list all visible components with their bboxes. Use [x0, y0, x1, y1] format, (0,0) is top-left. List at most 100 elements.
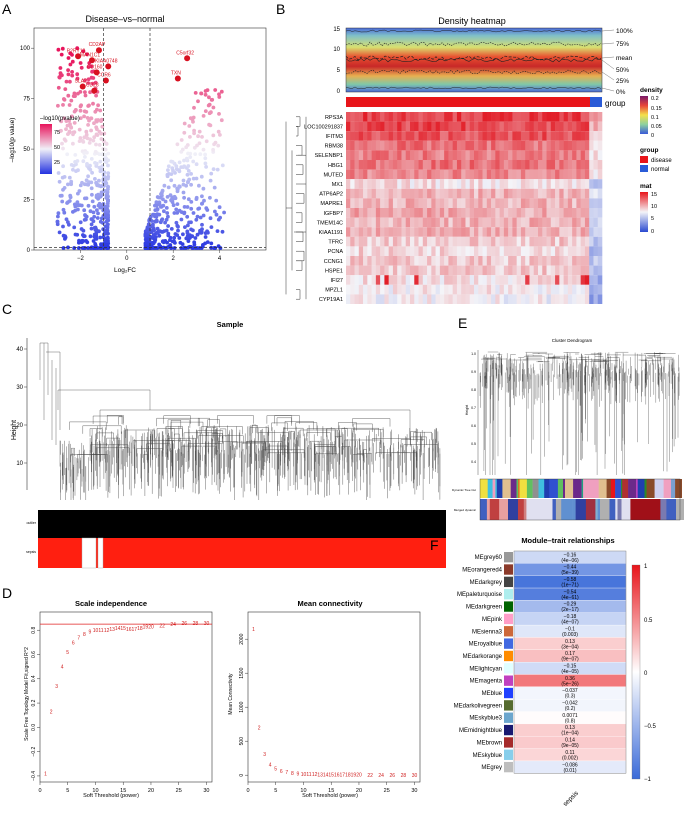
volcano-point	[89, 180, 94, 185]
volcano-point	[88, 167, 93, 172]
heatmap-cell	[435, 169, 441, 180]
dynamic-tree-cut-segment	[495, 479, 498, 498]
volcano-xtick-label: 2	[172, 256, 176, 262]
heatmap-cell	[478, 160, 483, 170]
volcano-point	[220, 229, 225, 234]
module-color-swatch	[504, 552, 513, 563]
heatmap-cell	[499, 169, 505, 180]
heatmap-cell	[576, 150, 581, 160]
heatmap-cell	[452, 256, 458, 266]
dendrogram-branch	[413, 432, 432, 441]
heatmap-cell	[482, 284, 488, 295]
heatmap-cell	[465, 227, 471, 237]
cluster-dendrogram-ylabel: Height	[465, 405, 469, 415]
volcano-point	[166, 224, 171, 228]
heatmap-cell	[444, 227, 449, 237]
heatmap-cell	[418, 294, 424, 304]
heatmap-cell	[444, 188, 449, 199]
heatmap-cell	[448, 160, 453, 170]
heatmap-cell	[388, 160, 394, 170]
volcano-point	[83, 93, 88, 98]
volcano-point	[160, 230, 165, 234]
heatmap-cell	[465, 265, 471, 276]
volcano-point	[104, 194, 109, 199]
power-point: 19	[351, 773, 357, 779]
heatmap-cell	[542, 246, 547, 256]
heatmap-cell	[346, 112, 351, 122]
heatmap-cell	[397, 150, 402, 160]
dendrogram-branch	[296, 164, 304, 175]
volcano-point	[172, 183, 177, 188]
heatmap-cell	[525, 179, 530, 189]
heatmap-cell	[516, 284, 522, 295]
volcano-gene-label: CD28	[86, 83, 99, 89]
volcano-point	[156, 195, 161, 200]
correlation-value: −0.54	[564, 589, 577, 595]
power-point: 1	[44, 772, 47, 778]
heatmap-cell	[427, 131, 432, 141]
volcano-point	[211, 167, 216, 172]
heatmap-cell	[444, 131, 449, 141]
volcano-point	[98, 235, 103, 240]
volcano-point	[68, 51, 73, 56]
heatmap-cell	[469, 227, 475, 237]
heatmap-cell	[456, 112, 462, 122]
volcano-labeled-point	[93, 69, 100, 76]
volcano-point	[87, 141, 92, 145]
volcano-point	[178, 240, 183, 245]
volcano-point	[197, 183, 201, 188]
heatmap-cell	[371, 208, 377, 218]
heatmap-cell	[538, 227, 543, 237]
volcano-point	[83, 196, 87, 201]
heatmap-cell	[597, 275, 603, 285]
heatmap-cell	[593, 112, 599, 122]
heatmap-cell	[375, 275, 381, 285]
heatmap-cell	[456, 160, 462, 170]
heatmap-cell	[533, 294, 539, 304]
heatmap-cell	[563, 208, 569, 218]
volcano-point	[197, 141, 202, 146]
heatmap-cell	[392, 169, 398, 180]
heatmap-cell	[375, 179, 381, 189]
heatmap-cell	[384, 198, 389, 208]
heatmap-cell	[589, 121, 594, 132]
volcano-point	[181, 178, 186, 183]
heatmap-cell	[503, 140, 509, 151]
heatmap-cell	[452, 217, 458, 228]
heatmap-cell	[354, 112, 360, 122]
heatmap-cell	[380, 188, 385, 199]
volcano-point	[200, 135, 204, 139]
heatmap-cell	[486, 217, 492, 228]
heatmap-cell	[392, 188, 398, 199]
heatmap-cell	[572, 121, 577, 132]
heatmap-cell	[512, 217, 517, 228]
heatmap-cell	[392, 265, 398, 276]
heatmap-cell	[405, 275, 411, 285]
dynamic-tree-cut-segment	[583, 479, 591, 498]
svg-text:0.1: 0.1	[651, 115, 659, 121]
heatmap-cell	[401, 294, 407, 304]
heatmap-cell	[461, 284, 466, 295]
heatmap-cell	[422, 121, 428, 132]
dynamic-tree-cut-segment	[487, 479, 490, 498]
heatmap-gene-label: SELENBP1	[315, 153, 343, 159]
legend-density-ticks: 0.2 0.15 0.1 0.05 0	[651, 96, 662, 139]
heatmap-cell	[486, 160, 492, 170]
heatmap-cell	[405, 179, 411, 189]
p-value: (4e−06)	[561, 558, 579, 564]
volcano-gene-label: KIAA0748	[95, 58, 118, 64]
volcano-gene-label: CCR6	[97, 72, 111, 78]
dendrogram-branch	[296, 289, 301, 300]
heatmap-cell	[563, 121, 569, 132]
heatmap-cell	[346, 150, 351, 160]
heatmap-cell	[529, 140, 535, 151]
dynamic-tree-cut-segment	[581, 479, 584, 498]
heatmap-cell	[439, 227, 445, 237]
heatmap-cell	[346, 256, 351, 266]
heatmap-cell	[563, 169, 569, 180]
heatmap-cell	[461, 179, 466, 189]
panel-c: C Sample Height 40 30 20 10 outlier seps…	[2, 301, 446, 569]
heatmap-cell	[465, 256, 471, 266]
heatmap-cell	[474, 256, 479, 266]
heatmap-cell	[550, 275, 556, 285]
